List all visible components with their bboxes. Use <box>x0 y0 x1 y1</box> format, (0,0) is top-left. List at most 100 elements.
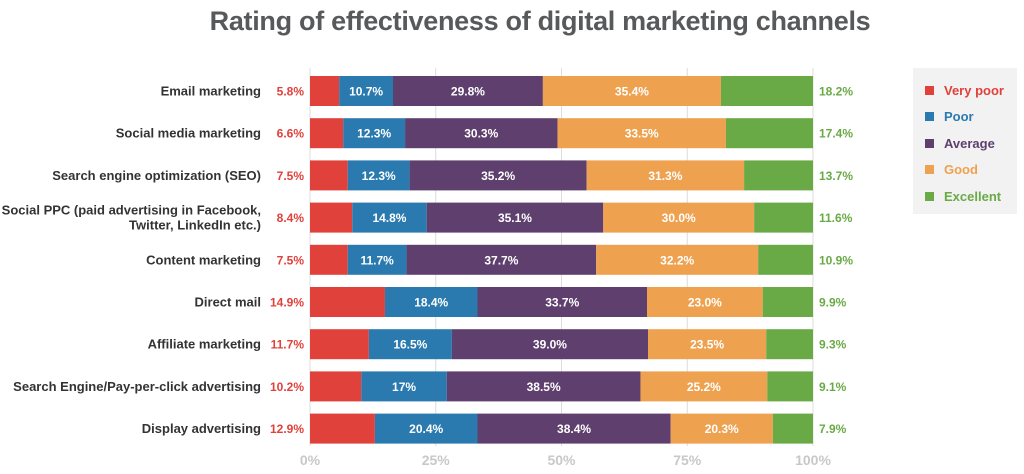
bar-segment-very-poor <box>310 244 348 275</box>
category-labels: Email marketing Social media marketing Sea… <box>2 84 261 437</box>
data-label: 7.9% <box>819 422 847 436</box>
bar-segment-average <box>406 244 597 275</box>
data-label: 17.4% <box>819 127 853 141</box>
bar-segment-average <box>477 287 648 317</box>
bar-segment-average <box>477 413 671 444</box>
data-label: 38.4% <box>557 422 591 436</box>
bar-segment-excellent <box>758 244 813 275</box>
bar-segment-average <box>451 329 649 360</box>
bar-segment-very-poor <box>310 202 353 233</box>
legend-item: Poor <box>925 108 974 126</box>
data-label: 37.7% <box>484 253 518 267</box>
data-label: 10.2% <box>270 380 304 394</box>
data-label: 11.7% <box>271 338 305 352</box>
bar-segment-average <box>426 202 604 233</box>
legend: Very poor Poor Average Good Excellent <box>913 68 1017 214</box>
legend-item: Very poor <box>925 81 1004 99</box>
data-label: 5.8% <box>277 85 305 99</box>
bar-segment-average <box>405 118 558 149</box>
bar-segment-excellent <box>767 371 813 402</box>
bar-segment-average <box>409 160 587 191</box>
bar-segment-excellent <box>725 118 813 149</box>
legend-item: Excellent <box>925 187 1001 205</box>
data-label: 7.5% <box>277 253 305 267</box>
legend-label: Poor <box>944 109 974 124</box>
bar-segment-excellent <box>772 413 813 444</box>
legend-item: Average <box>925 134 995 152</box>
data-label: 16.5% <box>393 338 427 352</box>
legend-item: Good <box>925 161 978 179</box>
legend-swatch <box>925 191 934 201</box>
category-label: Content marketing <box>146 252 261 267</box>
legend-swatch <box>925 112 934 121</box>
bar-segment-excellent <box>720 76 813 106</box>
bar-segment-poor <box>384 287 478 317</box>
bar-segment-average <box>392 76 543 106</box>
data-label: 20.3% <box>705 422 739 436</box>
category-label: Display advertising <box>142 421 261 436</box>
chart-title: Rating of effectiveness of digital marke… <box>209 6 871 36</box>
data-label: 10.7% <box>349 85 383 99</box>
data-label: 14.8% <box>372 211 406 225</box>
bar-segment-poor <box>352 202 427 233</box>
bar-segment-very-poor <box>310 160 348 191</box>
bar-segment-very-poor <box>310 118 344 149</box>
value-labels: 5.8% 10.7% 29.8% 35.4% 18.2% 6.6% 12.3% 30.3% 33… <box>270 85 853 437</box>
data-label: 23.5% <box>690 338 724 352</box>
legend-label: Excellent <box>944 188 1002 204</box>
data-label: 25.2% <box>687 380 721 394</box>
category-label: Social PPC (paid advertising in Facebook… <box>2 203 261 233</box>
data-label: 12.3% <box>362 169 396 183</box>
bar-segment-excellent <box>744 160 813 191</box>
bar-segment-average <box>446 371 641 402</box>
data-label: 35.2% <box>481 169 515 183</box>
bar-segment-poor <box>347 160 410 191</box>
bar-segment-good <box>640 371 768 402</box>
data-label: 12.3% <box>357 127 391 141</box>
category-label: Affiliate marketing <box>148 337 261 352</box>
bar-segment-very-poor <box>310 413 375 444</box>
category-label: Search Engine/Pay-per-click advertising <box>13 379 261 394</box>
bar-segment-poor <box>368 329 452 360</box>
data-label: 39.0% <box>533 338 567 352</box>
data-label: 11.6% <box>819 211 853 225</box>
category-label: Email marketing <box>161 84 261 99</box>
bar-segment-very-poor <box>310 329 369 360</box>
x-tick-label: 0% <box>300 452 321 468</box>
data-label: 33.7% <box>545 296 579 310</box>
category-label: Search engine optimization (SEO) <box>52 168 261 183</box>
legend-swatch <box>925 138 934 148</box>
data-label: 7.5% <box>277 169 305 183</box>
data-label: 9.9% <box>819 296 847 310</box>
legend-label: Average <box>944 135 995 151</box>
bar-segment-very-poor <box>310 371 362 402</box>
x-tick-label: 25% <box>422 452 451 468</box>
legend-swatch <box>925 165 934 174</box>
bar-segment-good <box>648 329 767 360</box>
x-tick-label: 50% <box>547 452 576 468</box>
bar-segment-poor <box>374 413 478 444</box>
data-label: 35.1% <box>498 211 532 225</box>
data-label: 13.7% <box>819 169 853 183</box>
data-label: 23.0% <box>688 296 722 310</box>
bar-segment-poor <box>361 371 447 402</box>
data-label: 38.5% <box>527 380 561 394</box>
category-label: Social media marketing <box>116 126 261 141</box>
data-label: 18.4% <box>414 296 448 310</box>
data-label: 14.9% <box>270 296 304 310</box>
category-label: Direct mail <box>195 295 261 310</box>
x-tick-label: 100% <box>795 452 831 468</box>
bar-segment-good <box>586 160 745 191</box>
bar-segment-good <box>603 202 755 233</box>
x-axis-ticks: 0% 25% 50% 75% 100% <box>300 452 832 468</box>
bar-segment-excellent <box>762 287 813 317</box>
legend-label: Very poor <box>944 82 1004 98</box>
data-label: 29.8% <box>451 85 485 99</box>
data-label: 12.9% <box>270 422 304 436</box>
data-label: 17% <box>392 380 416 394</box>
bar-segment-excellent <box>766 329 813 360</box>
bar-segment-good <box>670 413 773 444</box>
data-label: 31.3% <box>648 169 682 183</box>
bar-segment-very-poor <box>310 76 340 106</box>
